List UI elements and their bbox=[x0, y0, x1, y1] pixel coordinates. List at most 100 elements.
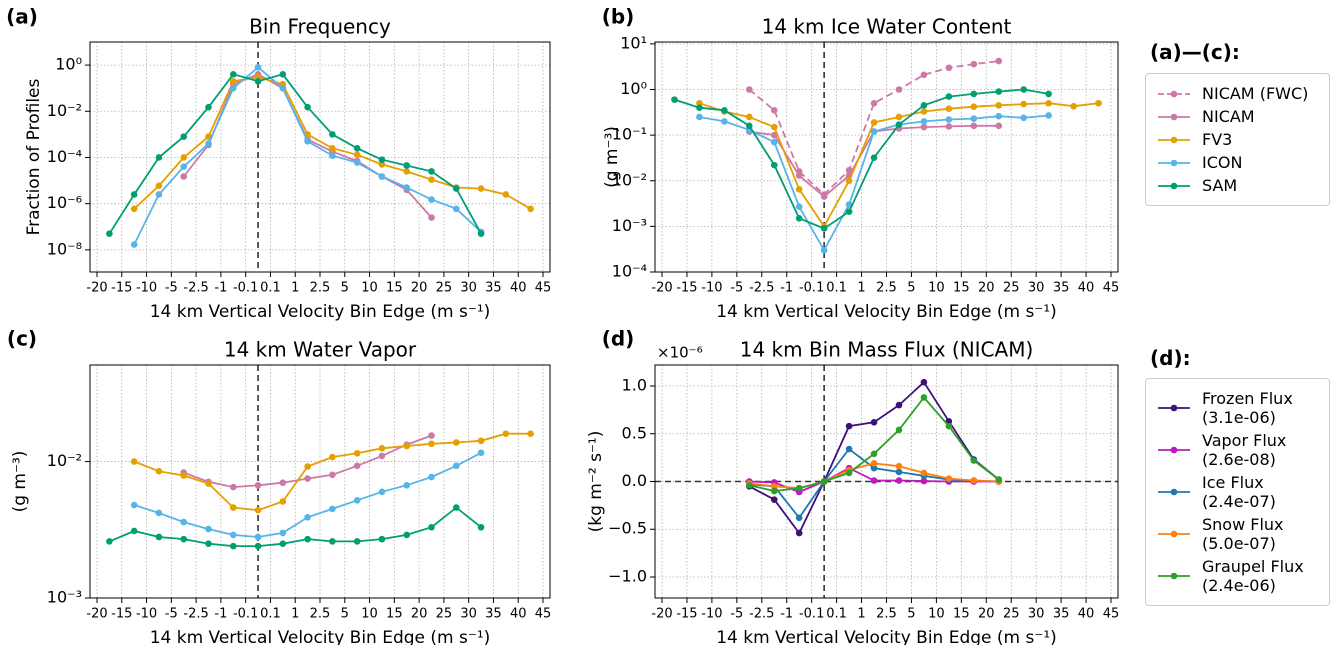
point bbox=[180, 154, 188, 161]
point bbox=[770, 123, 778, 131]
x-tick-label: 45 bbox=[535, 281, 552, 296]
point bbox=[452, 205, 460, 213]
point bbox=[1045, 99, 1052, 107]
legend-entry: FV3 bbox=[1156, 130, 1319, 149]
point bbox=[329, 131, 336, 138]
point bbox=[353, 449, 361, 457]
x-tick-label: 5 bbox=[907, 281, 915, 296]
legend-marker bbox=[1170, 113, 1178, 120]
x-tick-label: -2.5 bbox=[183, 281, 208, 296]
point bbox=[304, 514, 311, 521]
point bbox=[527, 430, 534, 437]
point bbox=[995, 476, 1003, 483]
point bbox=[229, 504, 237, 511]
plot-frame bbox=[654, 364, 1119, 599]
plot-frame bbox=[89, 364, 551, 599]
y-tick-label: 10⁻³ bbox=[612, 216, 647, 235]
legend-entry: Ice Flux (2.4e-07) bbox=[1156, 473, 1319, 511]
point bbox=[205, 480, 212, 487]
x-tick-label: -0.1 bbox=[799, 281, 824, 296]
panel-label: (c) bbox=[7, 327, 37, 351]
point bbox=[428, 473, 435, 481]
y-axis-label: (g m⁻³) bbox=[602, 126, 622, 188]
x-tick-label: 40 bbox=[510, 607, 527, 622]
x-tick-label: -15 bbox=[111, 281, 132, 296]
x-tick-label: 15 bbox=[386, 281, 403, 296]
x-tick-label: 45 bbox=[1103, 281, 1120, 296]
y-tick-label: 1.0 bbox=[622, 376, 647, 395]
legend-marker bbox=[1170, 159, 1178, 166]
series-line bbox=[108, 73, 482, 235]
point bbox=[452, 439, 460, 446]
chart-title: 14 km Ice Water Content bbox=[762, 15, 1012, 39]
x-tick-label: -5 bbox=[730, 607, 743, 622]
point bbox=[895, 113, 903, 121]
point bbox=[378, 452, 386, 460]
point bbox=[428, 196, 435, 203]
legend-marker bbox=[1170, 488, 1178, 496]
point bbox=[428, 168, 435, 175]
x-tick-label: 10 bbox=[361, 607, 378, 622]
point bbox=[403, 442, 411, 450]
point bbox=[995, 102, 1003, 109]
point bbox=[229, 77, 237, 85]
point bbox=[895, 401, 903, 409]
point bbox=[845, 445, 853, 453]
point bbox=[795, 172, 803, 179]
point bbox=[254, 506, 262, 514]
legend-title: (a)—(c): bbox=[1150, 40, 1240, 64]
legend-swatch bbox=[1158, 446, 1190, 454]
point bbox=[795, 484, 803, 492]
point bbox=[945, 475, 953, 482]
point bbox=[795, 203, 803, 210]
x-tick-label: 15 bbox=[953, 281, 970, 296]
point bbox=[770, 482, 778, 490]
point bbox=[229, 531, 237, 539]
point bbox=[870, 418, 878, 426]
point bbox=[870, 99, 878, 107]
x-tick-label: -20 bbox=[86, 607, 107, 622]
point bbox=[403, 531, 411, 539]
point bbox=[970, 60, 978, 68]
y-tick-label: 10⁻⁴ bbox=[612, 262, 647, 281]
point bbox=[353, 538, 361, 545]
point bbox=[920, 378, 928, 386]
legend-entry: Frozen Flux (3.1e-06) bbox=[1156, 389, 1319, 427]
point bbox=[180, 163, 188, 170]
point bbox=[452, 504, 460, 511]
point bbox=[304, 138, 311, 145]
point bbox=[279, 540, 287, 548]
point bbox=[895, 86, 903, 93]
point bbox=[945, 116, 953, 123]
point bbox=[130, 241, 138, 248]
y-tick-label: 10⁻⁶ bbox=[47, 193, 82, 212]
y-offset-label: ×10⁻⁶ bbox=[657, 344, 703, 362]
x-tick-label: 45 bbox=[535, 607, 552, 622]
point bbox=[155, 154, 163, 161]
x-tick-label: 40 bbox=[510, 281, 527, 296]
legend-label: SAM bbox=[1202, 176, 1238, 195]
legend-swatch bbox=[1158, 572, 1190, 580]
point bbox=[845, 208, 853, 215]
x-tick-label: 20 bbox=[411, 281, 428, 296]
point bbox=[254, 64, 262, 71]
point bbox=[155, 182, 163, 189]
x-tick-label: 25 bbox=[1003, 607, 1020, 622]
point bbox=[870, 119, 878, 126]
legend-label: NICAM (FWC) bbox=[1202, 84, 1309, 103]
point bbox=[254, 542, 262, 550]
point bbox=[130, 205, 138, 213]
point bbox=[477, 449, 485, 457]
point bbox=[502, 430, 510, 437]
point bbox=[304, 475, 311, 482]
point bbox=[920, 123, 928, 131]
x-tick-label: -5 bbox=[165, 607, 178, 622]
x-tick-label: -2.5 bbox=[749, 607, 774, 622]
legend-swatch bbox=[1158, 404, 1190, 412]
x-tick-label: -2.5 bbox=[183, 607, 208, 622]
point bbox=[329, 471, 336, 479]
series-line bbox=[699, 114, 1049, 253]
point bbox=[180, 173, 188, 180]
point bbox=[995, 112, 1003, 120]
x-tick-label: 25 bbox=[436, 607, 453, 622]
